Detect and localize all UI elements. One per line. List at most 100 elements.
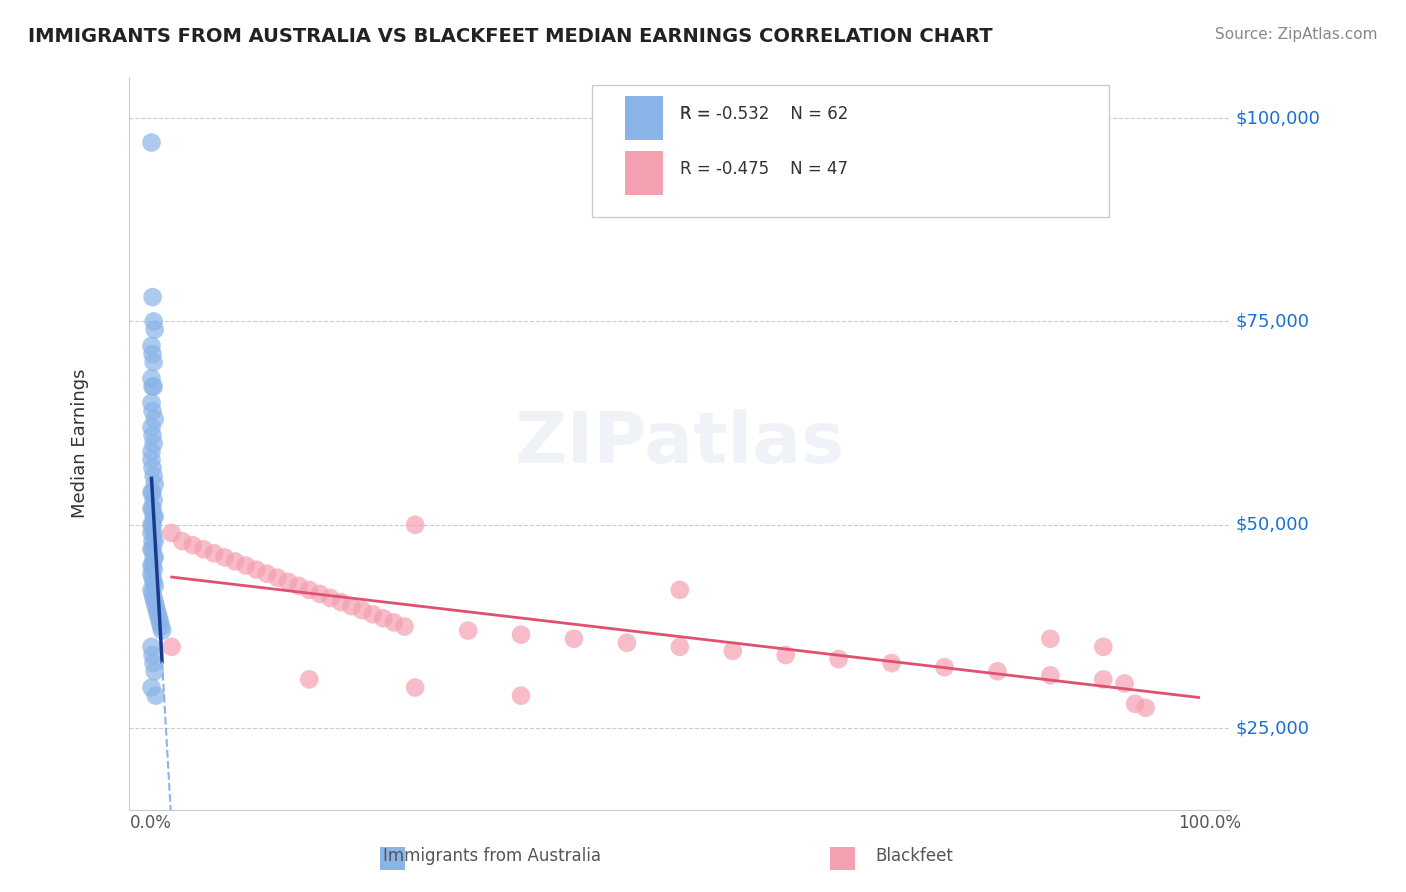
Point [616,636,638,650]
Point [142,461,165,475]
Point [149,615,172,630]
Point [143,665,166,679]
Point [143,595,166,609]
Point [142,587,165,601]
Point [145,599,167,614]
Point [277,574,299,589]
Point [143,509,166,524]
Point [142,648,165,662]
Point [141,525,163,540]
Point [150,619,173,633]
Text: $25,000: $25,000 [1236,719,1310,737]
Point [160,640,183,654]
Point [202,546,225,560]
Point [287,579,309,593]
Point [141,640,163,654]
Text: Immigrants from Australia: Immigrants from Australia [382,847,602,865]
Point [141,558,163,573]
Point [256,566,278,581]
Point [319,591,342,605]
Point [141,542,163,557]
Point [142,542,165,557]
Point [142,493,165,508]
Point [142,314,165,328]
Text: R =: R = [681,105,716,123]
Text: IMMIGRANTS FROM AUSTRALIA VS BLACKFEET MEDIAN EARNINGS CORRELATION CHART: IMMIGRANTS FROM AUSTRALIA VS BLACKFEET M… [28,27,993,45]
Point [934,660,956,674]
Text: $50,000: $50,000 [1236,516,1309,533]
Point [142,571,165,585]
Point [298,582,321,597]
Point [141,136,163,150]
Point [142,558,165,573]
Point [457,624,479,638]
Point [142,501,165,516]
Point [510,627,533,641]
Point [172,534,194,549]
FancyBboxPatch shape [592,85,1109,217]
Point [1135,701,1157,715]
Point [142,290,165,304]
Point [1039,632,1062,646]
Point [266,571,288,585]
Point [1039,668,1062,682]
FancyBboxPatch shape [624,151,664,194]
Point [394,619,416,633]
Point [361,607,384,622]
Text: R = -0.475    N = 47: R = -0.475 N = 47 [681,160,848,178]
Point [827,652,849,666]
Point [142,428,165,442]
Point [142,574,165,589]
Point [141,371,163,385]
Point [308,587,330,601]
Point [142,347,165,361]
Point [1123,697,1146,711]
Text: ZIPatlas: ZIPatlas [515,409,845,478]
Point [245,563,267,577]
Point [142,379,165,393]
Point [142,656,165,670]
Point [382,615,405,630]
Point [880,656,903,670]
Point [141,444,163,458]
Point [145,689,167,703]
Point [669,582,692,597]
Point [141,582,163,597]
Point [142,550,165,565]
Point [214,550,236,565]
Point [142,379,165,393]
Point [181,538,204,552]
Point [142,525,165,540]
Point [142,534,165,549]
Point [373,611,395,625]
Point [330,595,353,609]
Point [141,566,163,581]
Point [404,681,426,695]
Point [142,485,165,500]
Point [352,603,374,617]
Point [142,509,165,524]
Point [193,542,215,557]
Point [224,554,246,568]
Point [141,396,163,410]
Point [141,681,163,695]
Point [298,673,321,687]
Point [1114,676,1136,690]
Point [235,558,257,573]
Point [1092,673,1115,687]
Point [340,599,363,614]
Text: Blackfeet: Blackfeet [875,847,953,865]
Text: R = -0.532    N = 62: R = -0.532 N = 62 [681,105,848,123]
Point [143,534,166,549]
FancyBboxPatch shape [624,95,664,140]
Text: $75,000: $75,000 [1236,312,1310,330]
Point [404,517,426,532]
Point [141,420,163,434]
Point [143,579,166,593]
Point [143,412,166,426]
Point [142,563,165,577]
Point [143,323,166,337]
Point [142,591,165,605]
Point [669,640,692,654]
Text: Source: ZipAtlas.com: Source: ZipAtlas.com [1215,27,1378,42]
